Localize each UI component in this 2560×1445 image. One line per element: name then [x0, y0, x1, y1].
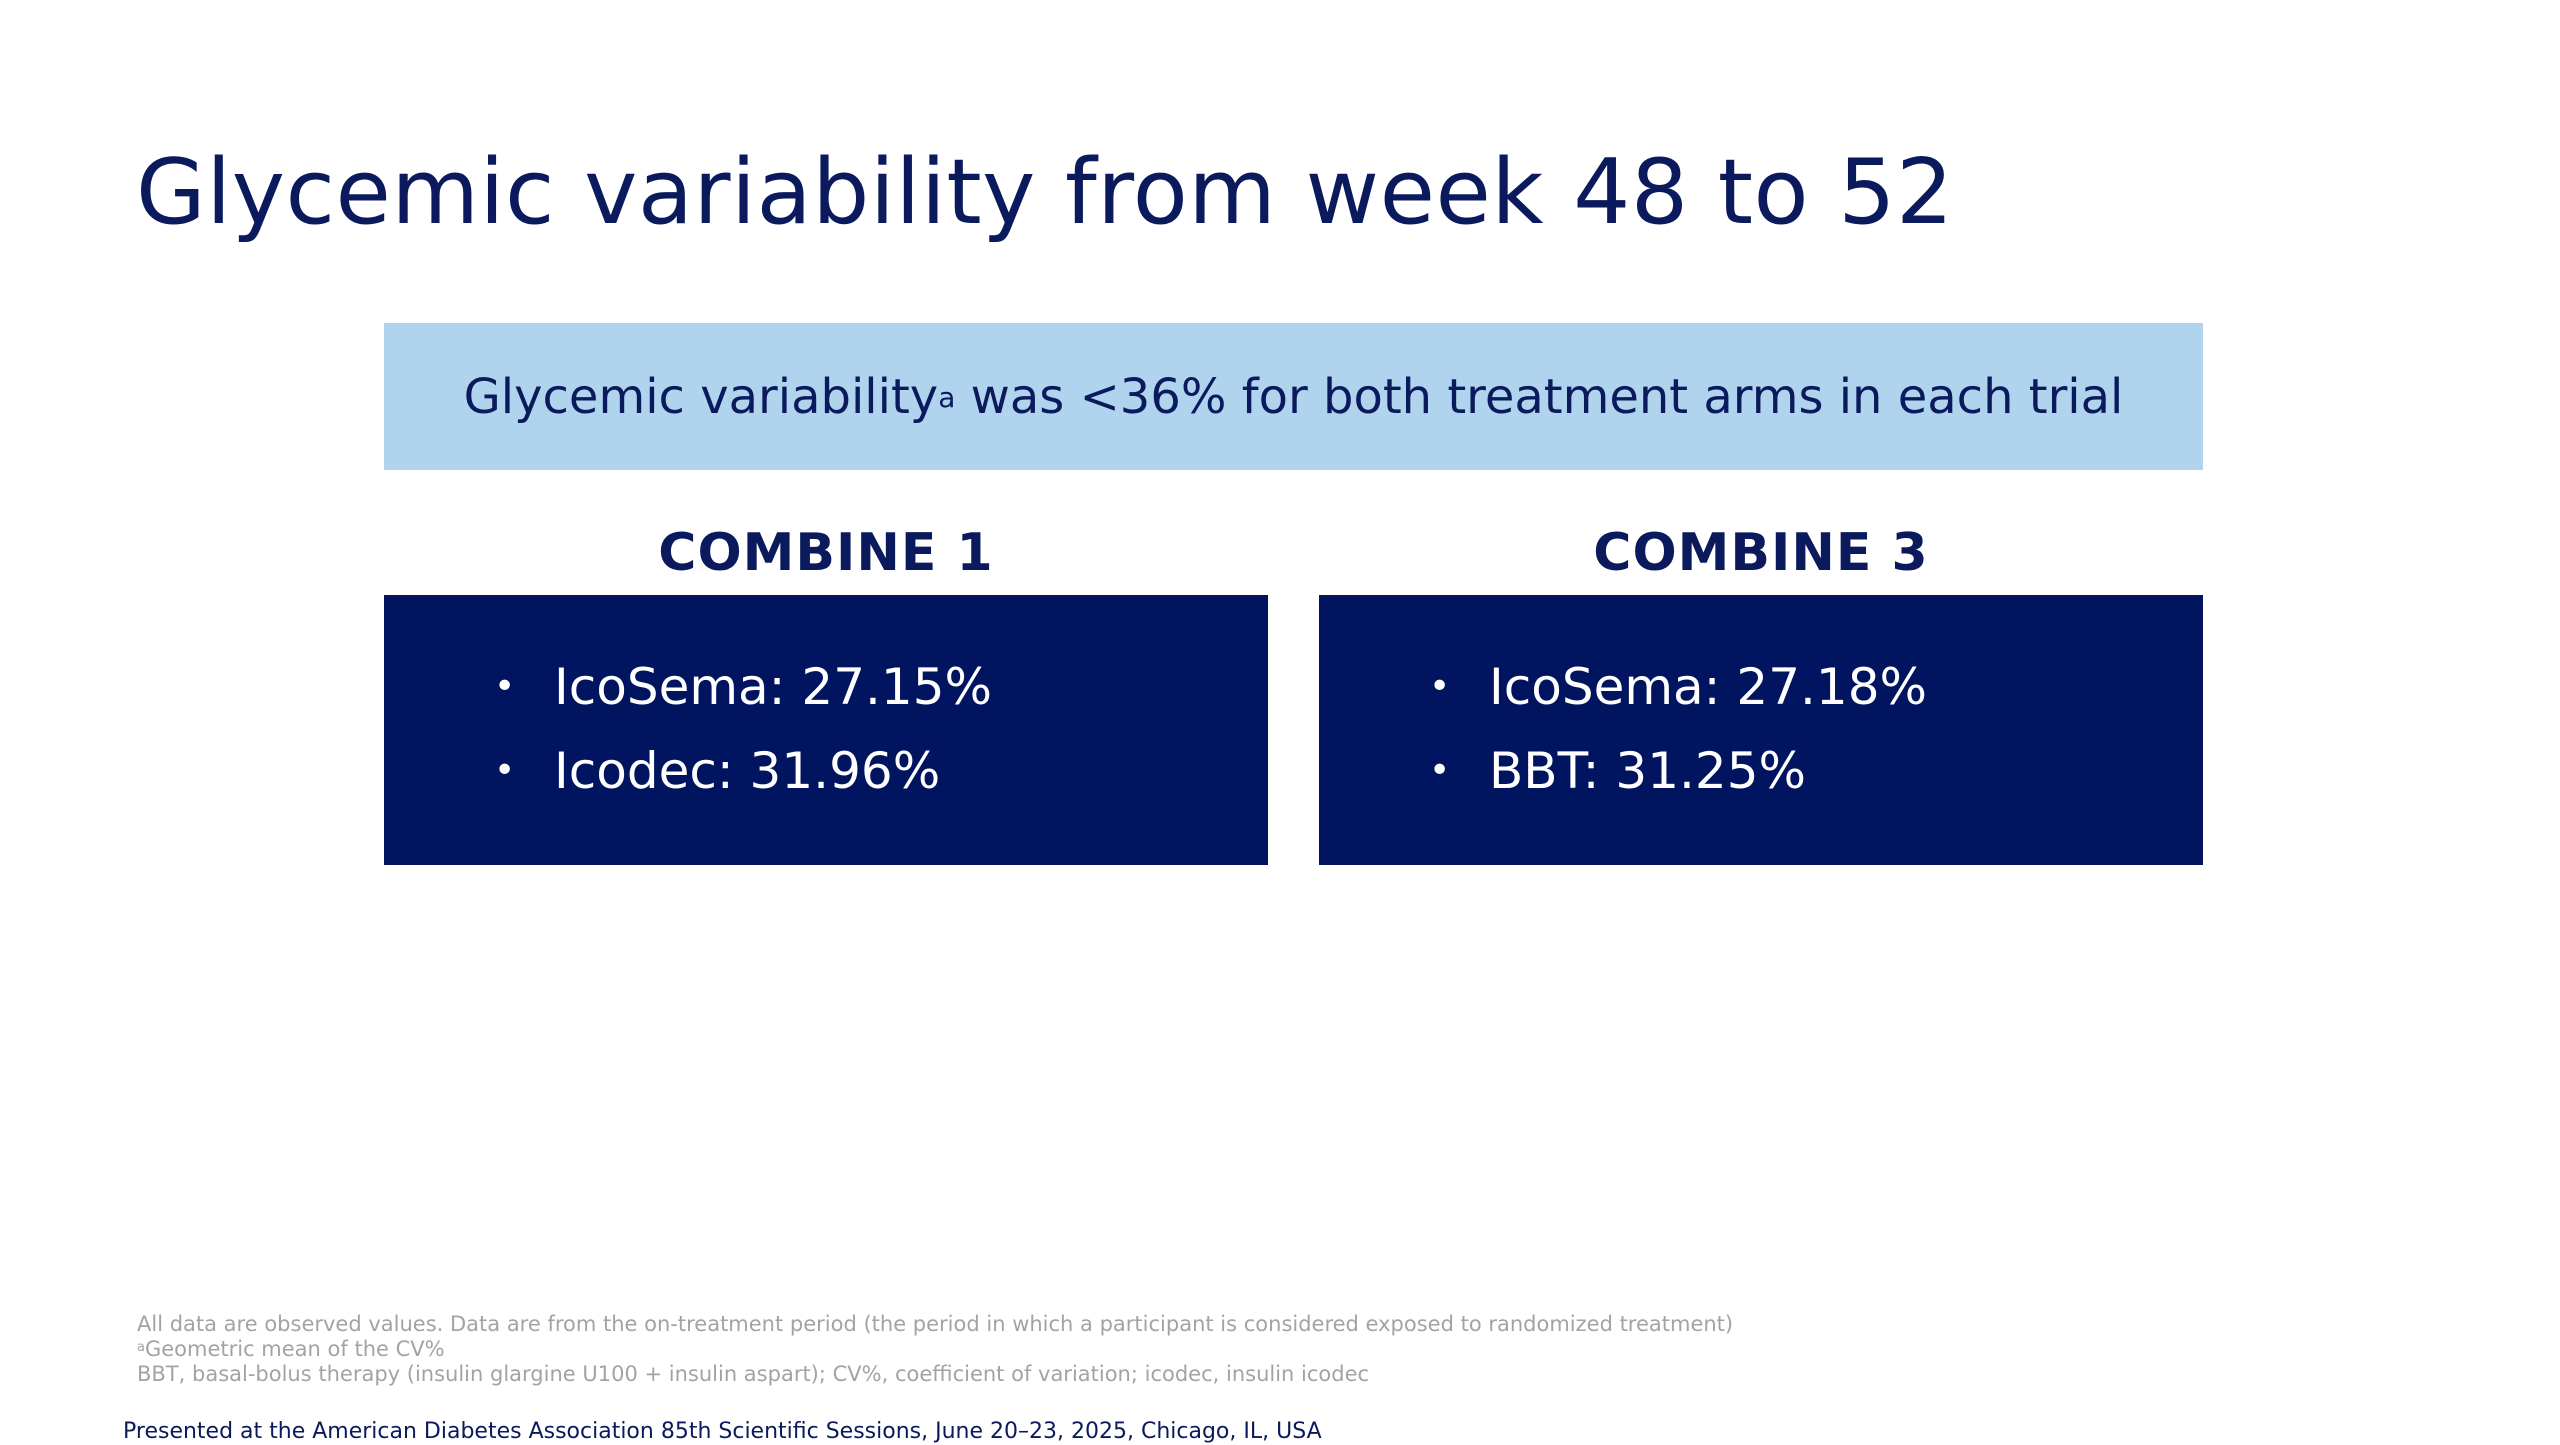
trial-panel-combine-1: COMBINE 1 • IcoSema: 27.15% • Icodec: 31… [384, 510, 1268, 865]
key-finding-banner: Glycemic variabilitya was <36% for both … [384, 323, 2203, 470]
bullet-icon: • [1429, 750, 1451, 791]
footnote-line-2: aGeometric mean of the CV% [137, 1337, 1733, 1362]
list-item: • IcoSema: 27.15% [494, 645, 1268, 729]
list-item: • BBT: 31.25% [1429, 729, 2203, 813]
trial-panel-combine-3: COMBINE 3 • IcoSema: 27.18% • BBT: 31.25… [1319, 510, 2203, 865]
footnote-marker: a [137, 1340, 145, 1355]
result-text: IcoSema: 27.15% [554, 658, 993, 716]
banner-text: Glycemic variabilitya was <36% for both … [464, 369, 2124, 425]
banner-footnote-marker: a [938, 380, 956, 414]
banner-text-before: Glycemic variability [463, 368, 939, 425]
footnote-text: Geometric mean of the CV% [144, 1337, 445, 1361]
footnote-line-1: All data are observed values. Data are f… [137, 1312, 1734, 1336]
result-text: Icodec: 31.96% [554, 742, 941, 800]
bullet-icon: • [494, 750, 516, 791]
footnote-line-3: BBT, basal-bolus therapy (insulin glargi… [137, 1362, 1370, 1386]
bullet-icon: • [494, 666, 516, 707]
banner-text-after: was <36% for both treatment arms in each… [955, 368, 2124, 425]
result-text: IcoSema: 27.18% [1489, 658, 1928, 716]
trial-results-box: • IcoSema: 27.18% • BBT: 31.25% [1319, 595, 2203, 865]
list-item: • Icodec: 31.96% [494, 729, 1268, 813]
trial-heading: COMBINE 3 [1593, 522, 1929, 583]
result-text: BBT: 31.25% [1489, 742, 1807, 800]
slide-title: Glycemic variability from week 48 to 52 [136, 140, 1954, 245]
trial-results-list: • IcoSema: 27.18% • BBT: 31.25% [1429, 645, 2203, 813]
trial-heading: COMBINE 1 [658, 522, 994, 583]
trial-results-box: • IcoSema: 27.15% • Icodec: 31.96% [384, 595, 1268, 865]
footnotes: All data are observed values. Data are f… [137, 1312, 1733, 1387]
list-item: • IcoSema: 27.18% [1429, 645, 2203, 729]
presented-at-note: Presented at the American Diabetes Assoc… [123, 1419, 1322, 1444]
bullet-icon: • [1429, 666, 1451, 707]
trial-results-list: • IcoSema: 27.15% • Icodec: 31.96% [494, 645, 1268, 813]
